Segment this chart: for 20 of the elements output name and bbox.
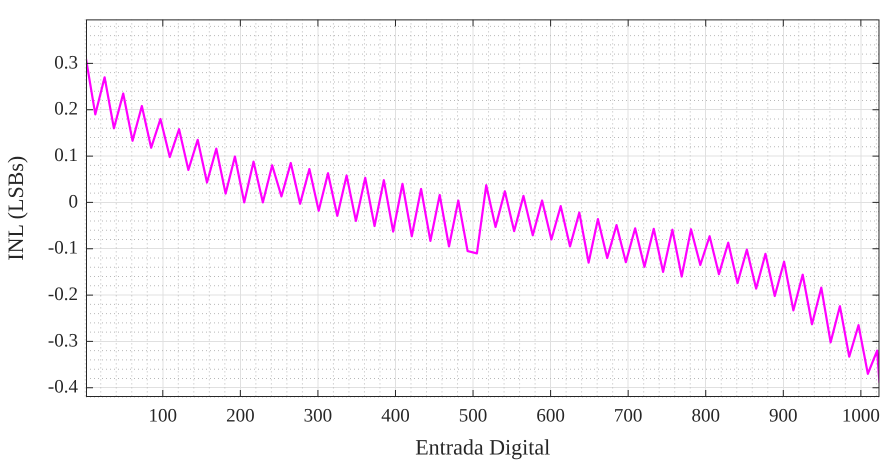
x-tick-label: 400 (381, 405, 410, 426)
y-axis-title: INL (LSBs) (2, 156, 28, 261)
x-tick-label: 800 (691, 405, 720, 426)
y-tick-label: -0.2 (48, 284, 78, 306)
x-tick-label: 900 (769, 405, 798, 426)
y-tick-label: 0.3 (54, 52, 78, 74)
x-tick-label: 700 (614, 405, 642, 426)
x-tick-label: 100 (148, 405, 178, 426)
y-tick-label: -0.3 (48, 330, 78, 352)
y-tick-label: -0.1 (48, 238, 78, 259)
y-tick-label: 0.1 (54, 145, 78, 166)
x-axis-title: Entrada Digital (415, 434, 550, 460)
y-tick-label: -0.4 (48, 376, 78, 398)
x-tick-label: 600 (536, 405, 565, 426)
y-tick-label: 0.2 (54, 98, 78, 120)
x-tick-label: 500 (458, 405, 488, 426)
x-tick-label: 300 (304, 405, 332, 426)
y-tick-label: 0 (68, 191, 78, 212)
x-tick-label: 1000 (842, 405, 880, 426)
x-tick-label: 200 (226, 405, 255, 426)
